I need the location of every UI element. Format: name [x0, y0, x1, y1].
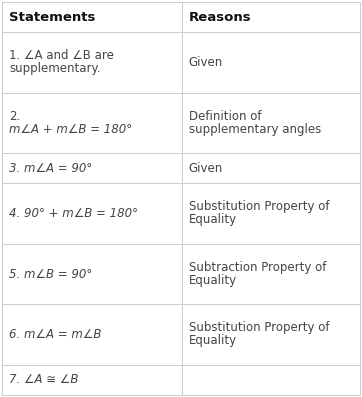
Text: Given: Given: [189, 56, 223, 69]
Text: supplementary.: supplementary.: [9, 62, 101, 75]
Text: 1. ∠A and ∠B are: 1. ∠A and ∠B are: [9, 49, 114, 62]
Text: Equality: Equality: [189, 274, 237, 287]
Text: Definition of: Definition of: [189, 110, 261, 123]
Text: Substitution Property of: Substitution Property of: [189, 321, 329, 334]
Text: Reasons: Reasons: [189, 11, 251, 23]
Text: m∠A + m∠B = 180°: m∠A + m∠B = 180°: [9, 123, 132, 136]
Text: Substitution Property of: Substitution Property of: [189, 200, 329, 213]
Text: supplementary angles: supplementary angles: [189, 123, 321, 136]
Text: 6. m∠A = m∠B: 6. m∠A = m∠B: [9, 328, 101, 341]
Text: Statements: Statements: [9, 11, 95, 23]
Text: Given: Given: [189, 162, 223, 175]
Text: 3. m∠A = 90°: 3. m∠A = 90°: [9, 162, 92, 175]
Text: 2.: 2.: [9, 110, 20, 123]
Text: Subtraction Property of: Subtraction Property of: [189, 261, 326, 274]
Text: Equality: Equality: [189, 214, 237, 226]
Text: 7. ∠A ≅ ∠B: 7. ∠A ≅ ∠B: [9, 374, 79, 386]
Text: 5. m∠B = 90°: 5. m∠B = 90°: [9, 268, 92, 281]
Text: 4. 90° + m∠B = 180°: 4. 90° + m∠B = 180°: [9, 207, 138, 220]
Text: Equality: Equality: [189, 334, 237, 347]
